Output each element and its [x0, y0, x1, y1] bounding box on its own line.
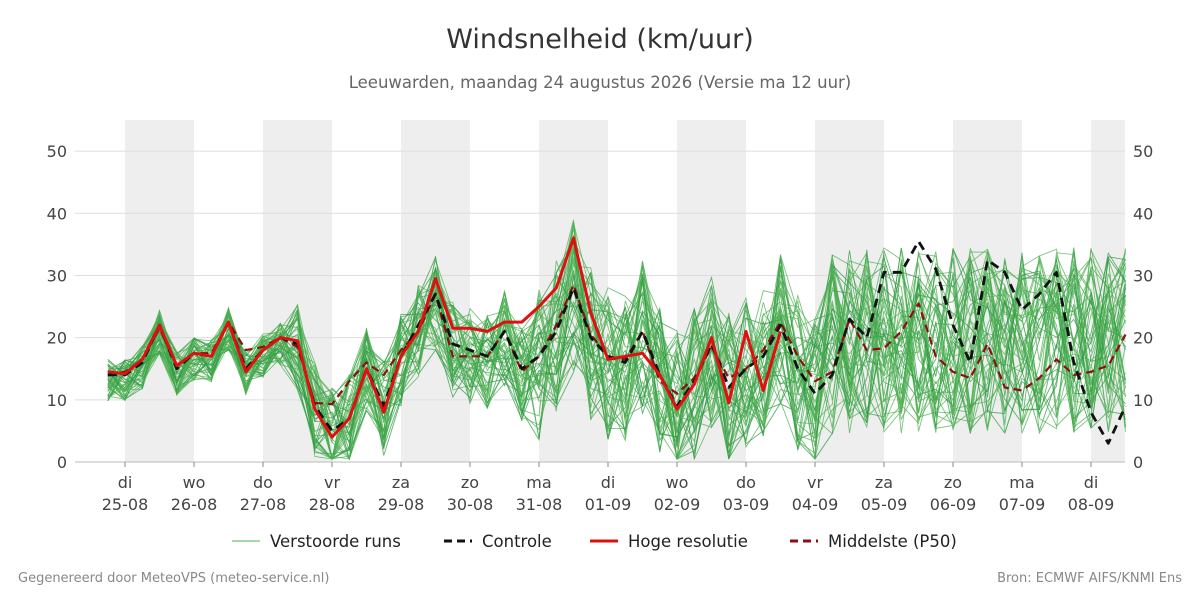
perturbed-run-42	[107, 239, 1126, 452]
y-tick-left-0: 0	[57, 453, 67, 472]
shaded-band-0	[125, 120, 194, 462]
x-tick-day-1: wo	[183, 473, 206, 492]
main-series	[107, 236, 1127, 445]
x-tick-day-5: zo	[461, 473, 479, 492]
perturbed-run-49	[107, 248, 1126, 460]
x-tick-date-3: 28-08	[309, 495, 356, 514]
y-tick-right-40: 40	[1133, 204, 1153, 223]
series-p50	[107, 283, 1127, 406]
legend-label-3: Middelste (P50)	[828, 532, 957, 551]
x-tick-day-11: za	[875, 473, 893, 492]
perturbed-run-47	[107, 248, 1126, 447]
x-tick-date-1: 26-08	[171, 495, 218, 514]
y-tick-left-20: 20	[47, 329, 67, 348]
x-tick-date-4: 29-08	[378, 495, 425, 514]
x-tick-date-14: 08-09	[1068, 495, 1115, 514]
x-tick-day-4: za	[392, 473, 410, 492]
x-tick-day-12: zo	[944, 473, 962, 492]
y-tick-right-10: 10	[1133, 391, 1153, 410]
chart-subtitle: Leeuwarden, maandag 24 augustus 2026 (Ve…	[348, 73, 852, 92]
x-tick-date-7: 01-09	[585, 495, 632, 514]
legend: Verstoorde runs Controle Hoge resolutie Mid…	[232, 532, 957, 551]
y-tick-right-0: 0	[1133, 453, 1143, 472]
x-tick-date-12: 06-09	[930, 495, 977, 514]
x-axis-ticks: di 25-08 wo 26-08 do 27-08 vr 28-08 za 29-08 zo 30-…	[102, 462, 1115, 514]
x-tick-date-13: 07-09	[999, 495, 1046, 514]
y-tick-left-10: 10	[47, 391, 67, 410]
x-tick-day-13: ma	[1009, 473, 1034, 492]
series-hoge-resolutie	[107, 236, 782, 439]
x-tick-date-9: 03-09	[723, 495, 770, 514]
legend-label-2: Hoge resolutie	[628, 532, 748, 551]
y-tick-left-50: 50	[47, 142, 67, 161]
x-tick-day-7: di	[601, 473, 616, 492]
y-axis-right-ticks: 0 10 20 30 40 50	[1133, 142, 1153, 472]
y-tick-left-30: 30	[47, 266, 67, 285]
perturbed-run-45	[107, 248, 1126, 447]
y-axis-left-ticks: 0 10 20 30 40 50	[47, 142, 67, 472]
x-tick-day-6: ma	[526, 473, 551, 492]
x-tick-day-8: wo	[666, 473, 689, 492]
x-tick-day-0: di	[118, 473, 133, 492]
x-tick-day-9: do	[736, 473, 756, 492]
x-tick-day-10: vr	[807, 473, 823, 492]
x-tick-date-2: 27-08	[240, 495, 287, 514]
y-tick-right-30: 30	[1133, 266, 1153, 285]
x-tick-date-8: 02-09	[654, 495, 701, 514]
x-tick-day-14: di	[1084, 473, 1099, 492]
x-tick-day-2: do	[253, 473, 273, 492]
perturbed-run-48	[107, 256, 1126, 459]
x-tick-date-0: 25-08	[102, 495, 149, 514]
y-tick-left-40: 40	[47, 204, 67, 223]
x-tick-date-11: 05-09	[861, 495, 908, 514]
shaded-day-bands	[125, 120, 1125, 462]
footer-source: Bron: ECMWF AIFS/KNMI Ens	[997, 571, 1182, 586]
x-tick-date-6: 31-08	[516, 495, 563, 514]
y-tick-right-50: 50	[1133, 142, 1153, 161]
perturbed-run-22	[107, 256, 1126, 461]
x-tick-day-3: vr	[324, 473, 340, 492]
x-tick-date-5: 30-08	[447, 495, 494, 514]
footer-generated-by: Gegenereerd door MeteoVPS (meteo-service…	[18, 571, 330, 586]
y-tick-right-20: 20	[1133, 329, 1153, 348]
x-tick-date-10: 04-09	[792, 495, 839, 514]
perturbed-run-44	[107, 222, 1126, 442]
legend-label-1: Controle	[482, 532, 552, 551]
chart-title: Windsnelheid (km/uur)	[446, 24, 754, 55]
legend-label-0: Verstoorde runs	[270, 532, 401, 551]
series-controle	[107, 239, 1127, 445]
